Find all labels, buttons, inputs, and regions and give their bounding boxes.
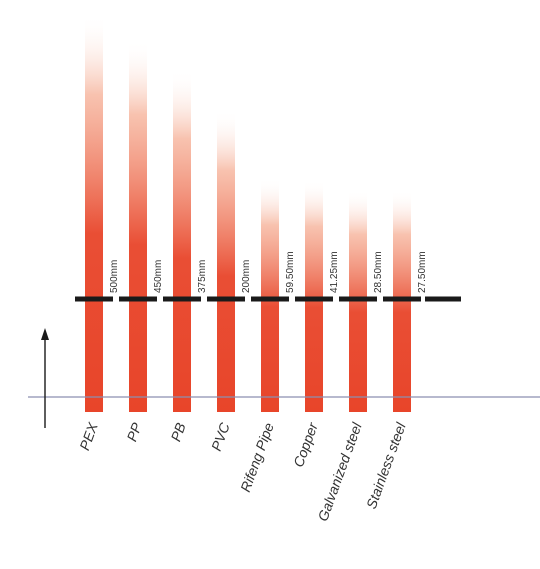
- value-label: 450mm: [153, 260, 164, 293]
- bar-pex: [85, 15, 103, 412]
- value-labels-layer: 500mm 450mm 375mm 200mm 59.50mm 41.25mm 28.50m…: [109, 251, 428, 293]
- category-label: Galvanized steel: [314, 420, 365, 524]
- value-label: 27.50mm: [417, 251, 428, 293]
- category-label: Rifeng Pipe: [237, 420, 277, 494]
- value-label: 28.50mm: [373, 251, 384, 293]
- bar-pb: [173, 70, 191, 412]
- category-label: PVC: [208, 420, 233, 453]
- category-label: Copper: [290, 419, 321, 469]
- bar-copper: [305, 180, 323, 412]
- category-label: PB: [167, 421, 188, 444]
- value-label: 500mm: [109, 260, 120, 293]
- up-arrow-icon: [41, 328, 49, 428]
- value-label: 375mm: [197, 260, 208, 293]
- category-label: PEX: [76, 420, 101, 452]
- category-label: Stainless steel: [363, 420, 409, 511]
- value-label: 59.50mm: [285, 251, 296, 293]
- bar-pp: [129, 40, 147, 412]
- value-label: 200mm: [241, 260, 252, 293]
- value-label: 41.25mm: [329, 251, 340, 293]
- bar-rifeng-pipe: [261, 178, 279, 412]
- bars-layer: [85, 15, 411, 412]
- category-label: PP: [123, 420, 145, 444]
- bar-pvc: [217, 110, 235, 412]
